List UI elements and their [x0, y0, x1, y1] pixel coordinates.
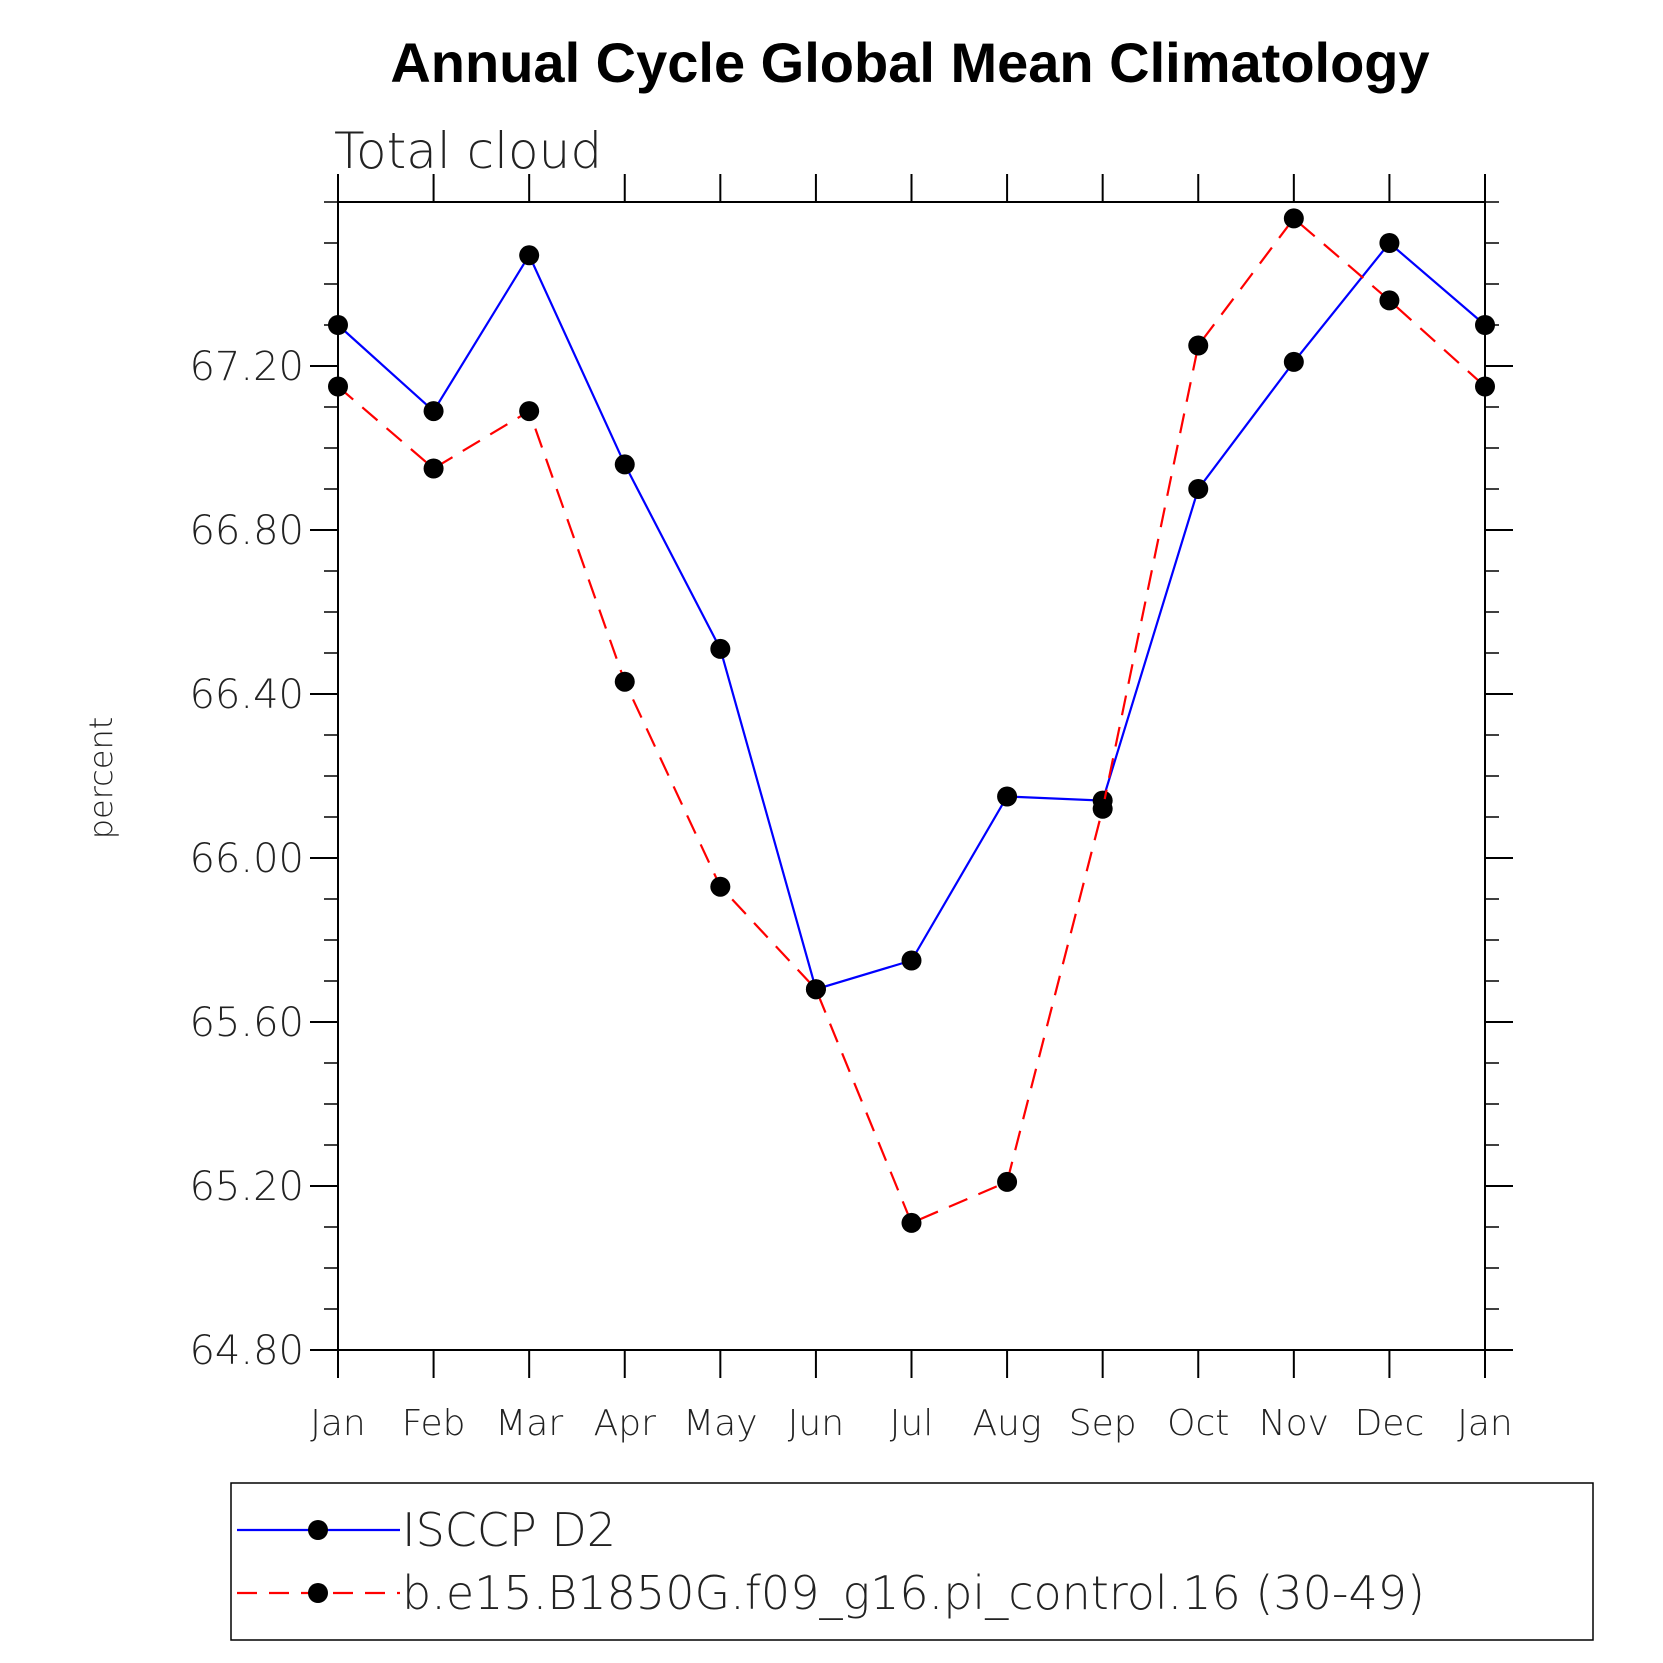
data-point: [901, 950, 922, 971]
data-point: [423, 458, 444, 479]
data-point: [519, 245, 540, 266]
y-tick-label: 66.40: [189, 672, 304, 718]
data-point: [1379, 290, 1400, 311]
data-point: [710, 638, 731, 659]
series-0: [328, 233, 1495, 1000]
y-tick-label: 64.80: [189, 1328, 304, 1374]
legend-marker-isccp: [308, 1520, 328, 1540]
legend-label-isccp: ISCCP D2: [402, 1503, 616, 1557]
series-line: [337, 241, 1486, 991]
plot-area: [328, 208, 1495, 1233]
x-tick-label: Jun: [788, 1403, 844, 1444]
data-point: [1379, 233, 1400, 253]
data-point: [997, 786, 1018, 807]
data-point: [1092, 798, 1113, 819]
data-point: [423, 401, 444, 422]
x-tick-label: Jul: [890, 1403, 933, 1444]
legend-label-model: b.e15.B1850G.f09_g16.pi_control.16 (30-4…: [402, 1566, 1425, 1620]
legend-marker-model: [308, 1583, 328, 1603]
chart-subtitle: Total cloud: [334, 122, 602, 180]
y-tick-label: 65.20: [189, 1164, 304, 1210]
data-point: [328, 315, 348, 335]
data-point: [901, 1212, 922, 1233]
data-point: [1283, 208, 1304, 229]
legend: ISCCP D2 b.e15.B1850G.f09_g16.pi_control…: [230, 1482, 1594, 1641]
x-tick-label: Dec: [1355, 1403, 1425, 1444]
data-point: [614, 454, 635, 475]
x-tick-label: Feb: [402, 1403, 466, 1444]
y-tick-label: 67.20: [189, 344, 304, 390]
x-tick-label: Jan: [310, 1403, 366, 1444]
x-tick-label: May: [683, 1403, 757, 1444]
series-line: [337, 216, 1486, 1225]
x-tick-label: Aug: [973, 1403, 1042, 1444]
x-tick-label: Mar: [495, 1403, 563, 1444]
plot-frame: [337, 201, 1486, 1351]
x-tick-label: Sep: [1069, 1403, 1137, 1444]
data-point: [1475, 376, 1495, 397]
y-tick-label: 66.00: [189, 836, 304, 882]
data-point: [614, 671, 635, 692]
legend-box: [230, 1482, 1594, 1641]
data-point: [328, 376, 348, 397]
data-point: [519, 401, 540, 422]
axes: 64.80 65.20 65.60 66.00 66.40 66.80 67.20 Jan Fe…: [189, 174, 1513, 1444]
data-point: [1188, 479, 1209, 499]
series-1: [328, 208, 1495, 1233]
data-point: [1475, 315, 1495, 335]
data-point: [710, 876, 731, 897]
data-point: [805, 979, 826, 1000]
x-tick-label: Oct: [1167, 1403, 1229, 1444]
x-tick-label: Jan: [1457, 1403, 1513, 1444]
y-axis-label: percent: [82, 717, 120, 840]
x-tick-label: Apr: [594, 1403, 656, 1444]
chart-title: Annual Cycle Global Mean Climatology: [390, 31, 1429, 94]
data-point: [1188, 335, 1209, 356]
x-tick-label: Nov: [1259, 1403, 1329, 1444]
y-tick-label: 65.60: [189, 1000, 304, 1046]
y-tick-label: 66.80: [189, 508, 304, 554]
data-point: [997, 1171, 1018, 1192]
data-point: [1283, 351, 1304, 372]
